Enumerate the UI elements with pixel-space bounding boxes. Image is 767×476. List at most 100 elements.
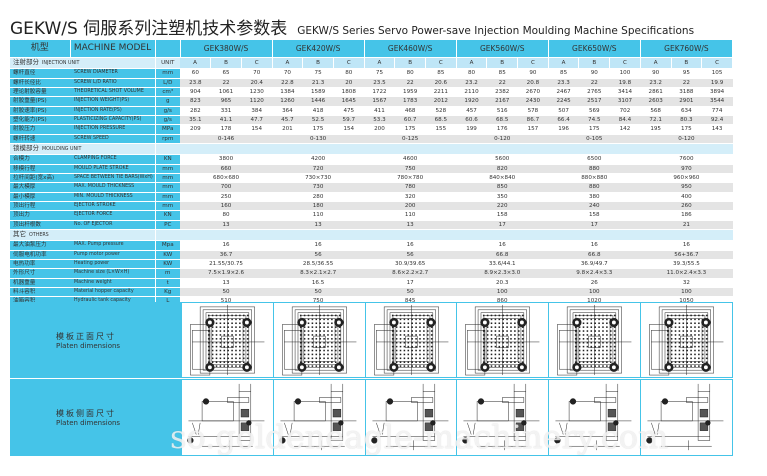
row-label-cn: 螺杆长径比: [10, 78, 70, 89]
cell-value: 1120: [241, 96, 273, 107]
cell-value: 200: [364, 201, 457, 212]
row-unit: L/D: [154, 78, 180, 89]
cell-value: 3800: [180, 154, 273, 165]
others-section-header: 其它 OTHERS: [10, 229, 733, 242]
platen-side-drawing: [272, 380, 365, 455]
cell-value: 2670: [517, 87, 549, 98]
cell-value: 56+36.7: [640, 250, 733, 260]
cell-value: 85: [425, 68, 457, 79]
cell-value: 59.7: [333, 115, 365, 126]
cell-value: 23.3: [548, 78, 579, 89]
row-label-cn: 料斗容积: [10, 287, 70, 298]
cell-value: 178: [210, 124, 242, 135]
cell-value: 72.1: [640, 115, 671, 126]
cell-value: 780: [364, 182, 457, 193]
cell-value: 36.7: [180, 250, 273, 260]
cell-value: 92.4: [701, 115, 733, 126]
cell-value: 970: [640, 164, 733, 174]
cell-value: 634: [671, 106, 702, 116]
cell-value: 6500: [548, 154, 641, 165]
cell-value: 22: [394, 78, 426, 89]
platen-front-drawings: [181, 303, 732, 377]
row-unit: mm: [154, 182, 180, 193]
cell-value: 17: [456, 220, 549, 230]
row-unit: Kg: [154, 287, 180, 298]
cell-value: 86.7: [517, 115, 549, 126]
spec-row: 机器重量 Machine weight t 13 16.5 17 20.3 26 32: [10, 278, 733, 288]
row-label-cn: 顶出行程: [10, 201, 70, 212]
row-label-cn: 射胶速率(PS): [10, 106, 70, 116]
row-unit: rpm: [154, 134, 180, 144]
row-label-cn: 射胶压力: [10, 124, 70, 135]
cell-value: 23.2: [640, 78, 671, 89]
platen-front-drawing: [272, 303, 365, 377]
row-label-cn: 机器重量: [10, 278, 70, 288]
platen-front-svg: [373, 304, 449, 376]
cell-value: 2110: [456, 87, 487, 98]
cell-value: 13: [180, 278, 273, 288]
row-label-en: EJECTOR FORCE: [70, 210, 155, 221]
cell-value: 1061: [210, 87, 242, 98]
screw-type: B: [671, 57, 703, 70]
cell-value: 22.8: [272, 78, 303, 89]
platen-side-svg: [187, 383, 265, 451]
cell-value: 16: [364, 240, 457, 251]
screw-type: B: [394, 57, 426, 70]
screw-type: B: [486, 57, 519, 70]
cell-value: 23.8: [180, 78, 211, 89]
model-header: GEK380W/S: [180, 40, 273, 58]
row-label-cn: 螺杆直径: [10, 68, 70, 79]
row-label-cn: 伺服电机功率: [10, 250, 70, 260]
platen-side-drawing: [640, 380, 732, 455]
platen-front-drawing: [364, 303, 457, 377]
cell-value: 2382: [486, 87, 518, 98]
cell-value: 154: [241, 124, 273, 135]
screw-type: A: [180, 57, 212, 70]
cell-value: 13: [364, 220, 457, 230]
section-fill: [180, 143, 733, 156]
header-row: 机型 MACHINE MODEL GEK380W/S GEK420W/S GEK460W…: [10, 40, 734, 58]
cell-value: 820: [456, 164, 549, 174]
row-label-cn: 移模行程: [10, 164, 70, 174]
cell-value: 1920: [456, 96, 487, 107]
cell-value: 2167: [486, 96, 518, 107]
screw-type: A: [640, 57, 672, 70]
row-label-en: Pump motor power: [70, 250, 155, 260]
cell-value: 823: [180, 96, 211, 107]
row-label-cn: 外形尺寸: [10, 268, 70, 279]
unit-header: [154, 143, 180, 156]
cell-value: 965: [210, 96, 242, 107]
platen-front-section: 模板正面尺寸 Platen dimensions: [10, 302, 733, 378]
row-label-en: SCREW L/D RATIO: [70, 78, 155, 89]
row-unit: t: [154, 278, 180, 288]
section-label: 锁模部分 MOULDING UNIT: [10, 143, 155, 156]
row-label-en: MOULD PLATE STROKE: [70, 164, 155, 174]
cell-value: 3894: [701, 87, 733, 98]
cell-value: 176: [486, 124, 518, 135]
spec-row: 电热功率 Heating power KW 21.55/30.75 28.5/36.55…: [10, 259, 733, 270]
cell-value: 4200: [272, 154, 365, 165]
row-unit: mm: [154, 164, 180, 174]
cell-value: 23.2: [456, 78, 487, 89]
platen-side-drawing: [181, 380, 273, 455]
cell-value: 0-120: [640, 134, 733, 144]
row-label-en: Heating power: [70, 259, 155, 270]
cell-value: 110: [364, 210, 457, 221]
cell-value: 68.5: [425, 115, 457, 126]
cell-value: 60.6: [456, 115, 487, 126]
spec-row: 拉杆间距(宽x高) SPACE BETWEEN TIE BARS(WxH) mm 68…: [10, 173, 733, 184]
cell-value: 17: [364, 278, 457, 288]
cell-value: 1645: [333, 96, 365, 107]
header-blank: [155, 40, 181, 58]
row-unit: mm: [154, 173, 180, 184]
title-cn: GEKW/S 伺服系列注塑机技术参数表: [10, 19, 288, 39]
cell-value: 840×840: [456, 173, 549, 184]
cell-value: 85: [486, 68, 518, 79]
row-label-cn: 射胶重量(PS): [10, 96, 70, 107]
platen-side-drawing: [364, 380, 457, 455]
cell-value: 250: [180, 192, 273, 202]
cell-value: 1567: [364, 96, 395, 107]
cell-value: 2861: [640, 87, 671, 98]
cell-value: 36.9/49.7: [548, 259, 641, 270]
cell-value: 2517: [578, 96, 610, 107]
